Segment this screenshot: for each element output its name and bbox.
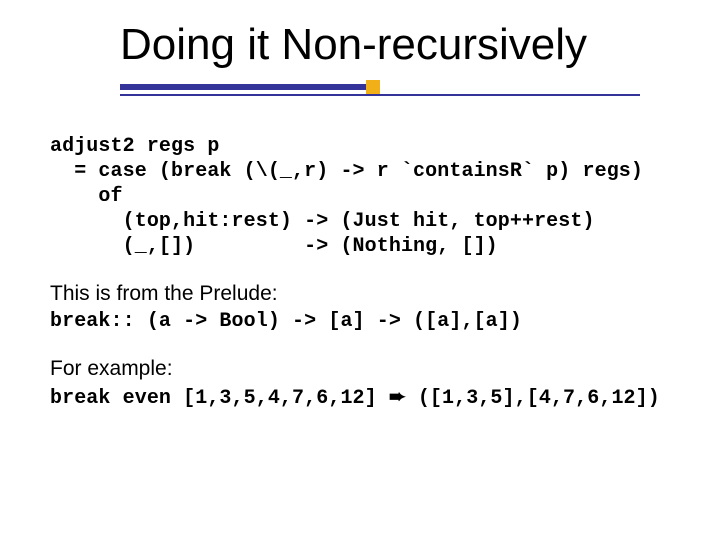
code-block-adjust2: adjust2 regs p = case (break (\(_,r) -> … [50, 134, 680, 259]
slide: Doing it Non-recursively adjust2 regs p … [0, 0, 720, 540]
rule-thick [120, 84, 370, 90]
example-rhs: ([1,3,5],[4,7,6,12]) [406, 387, 660, 410]
code-break-example: break even [1,3,5,4,7,6,12] ➨ ([1,3,5],[… [50, 385, 680, 411]
title-block: Doing it Non-recursively [0, 0, 720, 110]
arrow-icon: ➨ [389, 386, 406, 408]
rule-thin [120, 94, 640, 96]
slide-title: Doing it Non-recursively [120, 20, 680, 70]
prose-example: For example: [50, 356, 680, 382]
prose-prelude: This is from the Prelude: [50, 281, 680, 307]
code-break-signature: break:: (a -> Bool) -> [a] -> ([a],[a]) [50, 309, 680, 334]
accent-square-icon [366, 80, 380, 94]
title-underline [120, 76, 680, 100]
example-lhs: break even [1,3,5,4,7,6,12] [50, 387, 389, 410]
slide-body: adjust2 regs p = case (break (\(_,r) -> … [0, 110, 720, 431]
